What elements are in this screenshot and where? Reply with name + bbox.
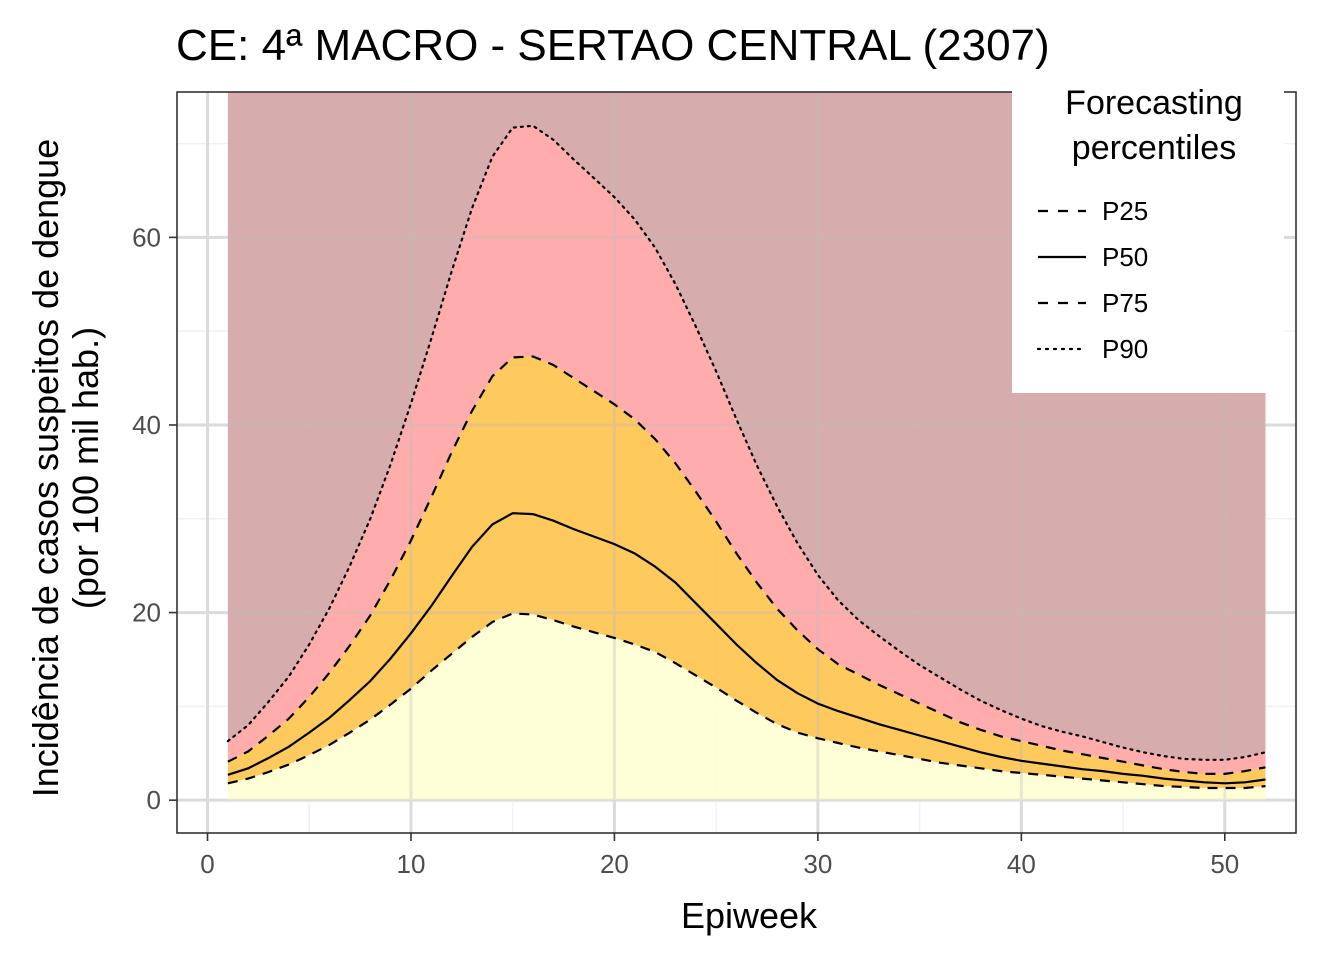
- x-axis-title: Epiweek: [681, 895, 818, 936]
- legend-title-line1: Forecasting: [1065, 84, 1243, 122]
- legend-label-p25: P25: [1102, 196, 1148, 226]
- legend-label-p50: P50: [1102, 242, 1148, 272]
- legend-background: [1012, 80, 1284, 393]
- series-line-p90: [226, 124, 1267, 761]
- legend-label-p75: P75: [1102, 288, 1148, 318]
- x-tick-label: 0: [200, 849, 214, 879]
- chart-title: CE: 4ª MACRO - SERTAO CENTRAL (2307): [176, 21, 1050, 70]
- band-p25-p75: [227, 356, 1266, 788]
- legend: Forecasting percentiles P25 P50 P75 P90: [1012, 80, 1284, 393]
- band-above-p90: [227, 92, 1266, 760]
- x-tick-label: 20: [600, 849, 629, 879]
- x-tick-label: 50: [1210, 849, 1239, 879]
- y-tick-label: 0: [147, 785, 161, 815]
- y-tick-label: 40: [132, 410, 161, 440]
- y-axis-title-line1: Incidência de casos suspeitos de dengue: [25, 139, 66, 797]
- x-tick-label: 30: [803, 849, 832, 879]
- x-tick-label: 10: [397, 849, 426, 879]
- percentile-bands: [227, 92, 1266, 801]
- series-line-p50: [227, 512, 1266, 785]
- legend-label-p90: P90: [1102, 334, 1148, 364]
- panel-border: [176, 91, 1297, 834]
- y-tick-label: 20: [132, 598, 161, 628]
- axes: 0 10 20 30 40 50 0 20 40 60: [132, 222, 1239, 879]
- y-axis-title-line2: (por 100 mil hab.): [65, 327, 106, 609]
- x-tick-label: 40: [1007, 849, 1036, 879]
- y-tick-label: 60: [132, 222, 161, 252]
- legend-title-line2: percentiles: [1072, 129, 1236, 167]
- band-p75-p90: [227, 125, 1266, 774]
- band-below-p25: [227, 613, 1266, 801]
- y-axis-title: Incidência de casos suspeitos de dengue …: [25, 139, 106, 797]
- series-line-p75: [227, 355, 1266, 776]
- percentile-lines: [226, 124, 1267, 790]
